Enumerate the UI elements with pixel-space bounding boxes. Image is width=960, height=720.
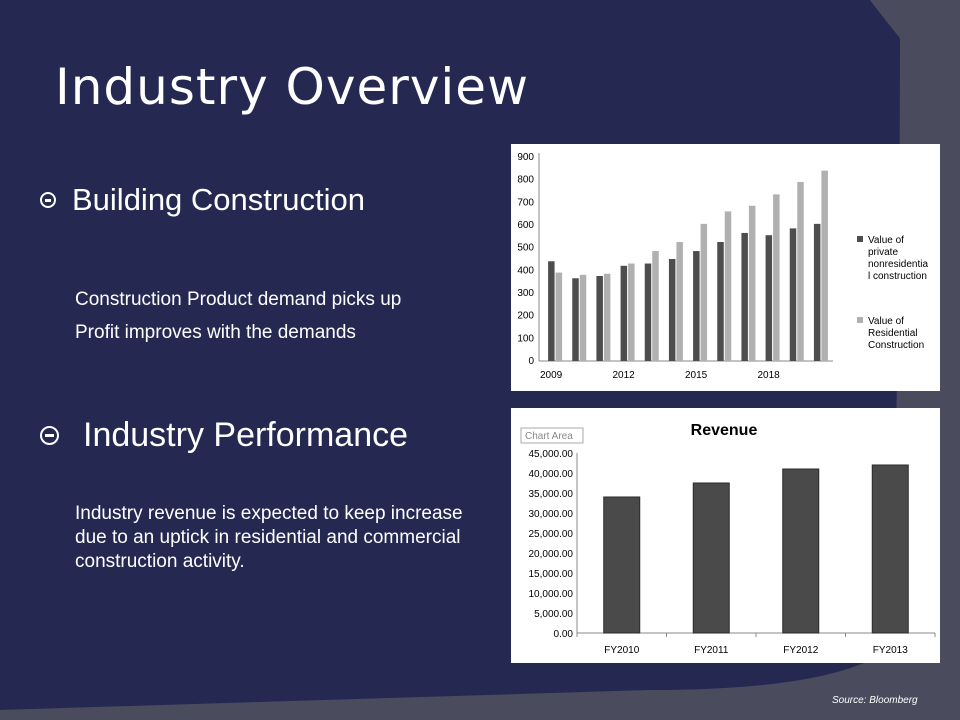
y-tick-label: 45,000.00 <box>529 449 574 460</box>
nonresidential-bar <box>572 278 579 361</box>
nonresidential-bar <box>693 251 700 361</box>
y-tick-label: 15,000.00 <box>529 569 574 580</box>
construction-chart-svg: 0 100 200 300 400 500 600 700 800 900 2009 2012 2015… <box>517 152 928 381</box>
legend-swatch <box>857 236 863 242</box>
y-tick-label: 700 <box>517 197 534 208</box>
x-tick-label: 2018 <box>757 370 780 381</box>
x-tick-label: 2012 <box>612 370 635 381</box>
bullet-building-construction: Building Construction <box>40 182 365 218</box>
chart-title: Revenue <box>691 422 758 439</box>
circle-bullet-icon <box>40 426 59 445</box>
revenue-chart: Revenue Chart Area 0.00 5,000.00 10,000.00 15… <box>511 408 940 663</box>
gray-corner <box>870 0 960 110</box>
performance-paragraph: Industry revenue is expected to keep inc… <box>75 503 463 572</box>
y-tick-label: 20,000.00 <box>529 549 574 560</box>
nonresidential-bar <box>644 263 652 361</box>
residential-bar <box>579 274 587 361</box>
y-tick-label: 800 <box>517 175 534 186</box>
y-tick-label: 400 <box>517 265 534 276</box>
legend-label: Construction <box>868 340 924 351</box>
revenue-bar <box>871 464 909 634</box>
x-tick-label: FY2011 <box>694 645 729 656</box>
y-tick-label: 600 <box>517 220 534 231</box>
nonresidential-bar <box>548 261 555 361</box>
construction-chart: 0 100 200 300 400 500 600 700 800 900 2009 2012 2015… <box>511 144 940 391</box>
slide-title: Industry Overview <box>55 58 529 116</box>
sub-item: Profit improves with the demands <box>75 322 356 343</box>
x-tick-label: FY2012 <box>783 645 818 656</box>
residential-bar <box>724 211 732 361</box>
bullet-heading: Industry Performance <box>83 416 409 454</box>
y-tick-label: 0 <box>528 356 534 367</box>
legend-label: l construction <box>868 271 927 282</box>
y-tick-label: 30,000.00 <box>529 509 574 520</box>
residential-bar <box>773 194 780 361</box>
legend-label: nonresidentia <box>868 259 928 270</box>
x-tick-label: FY2010 <box>604 645 639 656</box>
residential-bar <box>603 273 611 361</box>
y-tick-label: 5,000.00 <box>534 609 573 620</box>
residential-bar <box>628 263 635 361</box>
legend-swatch <box>857 317 863 323</box>
x-tick-label: 2009 <box>540 370 563 381</box>
revenue-bar <box>782 468 820 634</box>
y-tick-label: 100 <box>517 333 534 344</box>
y-tick-label: 300 <box>517 288 534 299</box>
y-tick-label: 900 <box>517 152 534 163</box>
nonresidential-bar <box>668 259 676 361</box>
y-tick-label: 40,000.00 <box>529 469 574 480</box>
legend-label: Residential <box>868 328 917 339</box>
revenue-bar <box>603 496 641 634</box>
bullet-industry-performance: Industry Performance <box>40 416 408 455</box>
nonresidential-bar <box>620 265 628 361</box>
nonresidential-bar <box>765 235 773 361</box>
y-tick-label: 500 <box>517 243 534 254</box>
y-tick-label: 35,000.00 <box>529 489 574 500</box>
nonresidential-bar <box>717 242 724 361</box>
tooltip-label: Chart Area <box>525 431 573 442</box>
revenue-chart-svg: Revenue Chart Area 0.00 5,000.00 10,000.00 15… <box>520 422 936 656</box>
legend-label: Value of <box>868 235 904 246</box>
sub-item: Construction Product demand picks up <box>75 289 402 310</box>
residential-bar <box>748 205 756 361</box>
bullet-heading: Building Construction <box>72 182 365 217</box>
legend-label: private <box>868 247 898 258</box>
nonresidential-bar <box>813 223 821 361</box>
legend-label: Value of <box>868 316 904 327</box>
nonresidential-bar <box>596 276 603 361</box>
residential-bar <box>700 223 708 361</box>
residential-bar <box>676 242 683 361</box>
residential-bar <box>797 181 804 361</box>
x-tick-label: 2015 <box>685 370 708 381</box>
source-note: Source: Bloomberg <box>832 695 918 706</box>
residential-bar <box>555 272 563 361</box>
residential-bar <box>652 251 659 361</box>
x-tick-label: FY2013 <box>873 645 908 656</box>
y-tick-label: 25,000.00 <box>529 529 574 540</box>
residential-bar <box>821 170 828 361</box>
y-tick-label: 200 <box>517 311 534 322</box>
circle-bullet-icon <box>40 192 56 208</box>
nonresidential-bar <box>741 232 748 361</box>
nonresidential-bar <box>789 228 797 361</box>
y-tick-label: 10,000.00 <box>529 589 574 600</box>
y-tick-label: 0.00 <box>554 629 574 640</box>
tooltip-box <box>520 427 584 444</box>
revenue-bar <box>692 482 730 634</box>
